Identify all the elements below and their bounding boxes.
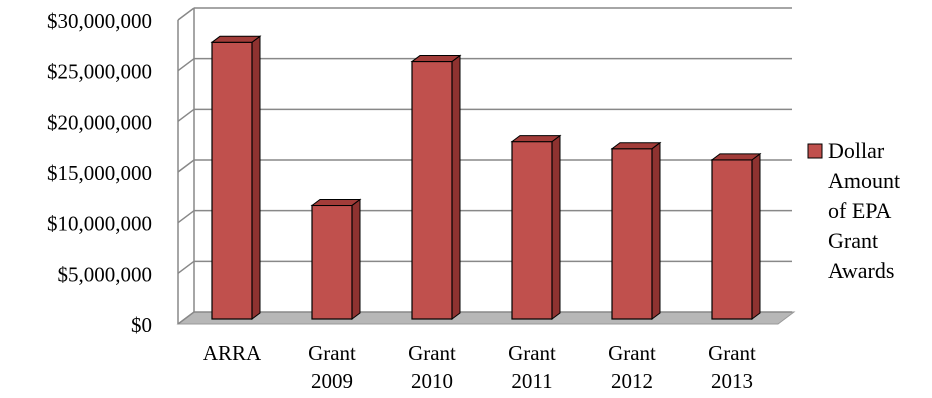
gridline-depth	[177, 260, 195, 274]
y-tick-label: $15,000,000	[47, 161, 152, 185]
bar-top	[310, 198, 362, 206]
bar-top	[410, 55, 462, 63]
x-tick-label: Grant 2009	[308, 341, 356, 393]
bar-front	[411, 60, 453, 320]
gridline-depth	[177, 7, 195, 21]
bar-front	[711, 159, 753, 320]
bars	[210, 35, 762, 320]
gridline-depth	[177, 159, 195, 173]
y-tick-label: $20,000,000	[47, 110, 152, 134]
bar	[610, 141, 662, 320]
legend-label: Dollar Amount of EPA Grant Awards	[828, 138, 900, 283]
x-tick-label: Grant 2010	[408, 341, 456, 393]
x-tick-label: Grant 2011	[508, 341, 556, 393]
y-tick-label: $25,000,000	[47, 60, 152, 84]
gridline-depth	[177, 58, 195, 72]
chart-floor	[176, 311, 796, 325]
bar-side	[651, 141, 661, 320]
bar-side	[751, 152, 761, 320]
y-tick-label: $10,000,000	[47, 212, 152, 236]
bar-side	[551, 134, 561, 320]
bar	[710, 152, 762, 320]
x-tick-label: Grant 2013	[708, 341, 756, 393]
bar	[310, 198, 362, 320]
bar-side	[351, 198, 361, 320]
gridlines	[177, 7, 792, 325]
y-tick-label: $30,000,000	[47, 9, 152, 33]
y-axis-tick-labels: $0 $5,000,000 $10,000,000 $15,000,000 $20,00…	[47, 9, 152, 337]
gridline-depth	[177, 210, 195, 224]
floor-plane	[176, 311, 796, 325]
bar-top	[510, 135, 562, 143]
bar-front	[211, 41, 253, 320]
x-tick-label: Grant 2012	[608, 341, 656, 393]
bar	[210, 35, 262, 320]
legend-swatch	[807, 143, 823, 159]
x-axis-category-labels: ARRA Grant 2009 Grant 2010 Grant 2011 Grant 2012…	[203, 341, 756, 393]
gridline-depth	[177, 311, 195, 325]
x-tick-label: ARRA	[203, 341, 262, 365]
bar-top	[610, 142, 662, 150]
y-tick-label: $5,000,000	[58, 262, 153, 286]
bar	[510, 134, 562, 320]
bar-front	[511, 141, 553, 320]
bar	[410, 54, 462, 320]
legend: Dollar Amount of EPA Grant Awards	[807, 138, 900, 283]
bar-top	[210, 35, 262, 43]
gridline-depth	[177, 108, 195, 122]
bar-front	[311, 204, 353, 320]
bar-front	[611, 148, 653, 320]
bar-side	[451, 54, 461, 320]
y-tick-label: $0	[131, 313, 152, 337]
bar-top	[710, 153, 762, 161]
bar-side	[251, 35, 261, 320]
